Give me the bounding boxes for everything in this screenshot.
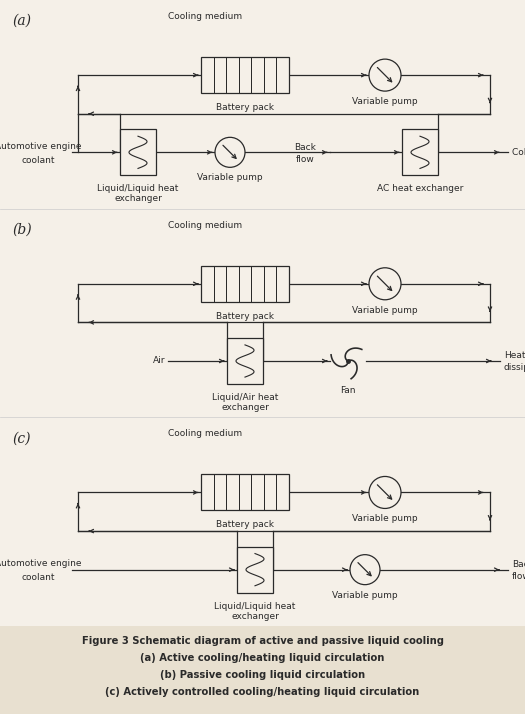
Circle shape (215, 137, 245, 167)
Text: Back: Back (294, 143, 316, 152)
Text: Battery pack: Battery pack (216, 312, 274, 321)
Text: dissipation: dissipation (504, 363, 525, 373)
Text: Automotive engine: Automotive engine (0, 559, 81, 568)
Bar (201, 57, 289, 93)
Text: coolant: coolant (21, 573, 55, 582)
Text: Automotive engine: Automotive engine (0, 142, 81, 151)
Text: Liquid/Liquid heat: Liquid/Liquid heat (214, 602, 296, 610)
Text: Variable pump: Variable pump (352, 306, 418, 315)
Text: Variable pump: Variable pump (352, 515, 418, 523)
Text: (c) Actively controlled cooling/heating liquid circulation: (c) Actively controlled cooling/heating … (106, 687, 419, 697)
Text: Cooling medium: Cooling medium (168, 429, 242, 438)
Text: Variable pump: Variable pump (352, 97, 418, 106)
Text: Fan: Fan (340, 386, 356, 395)
Text: coolant: coolant (21, 156, 55, 165)
Text: exchanger: exchanger (114, 194, 162, 203)
Text: Variable pump: Variable pump (332, 590, 398, 600)
Text: flow: flow (296, 155, 314, 164)
Text: Battery pack: Battery pack (216, 103, 274, 112)
Text: Heat: Heat (504, 351, 525, 361)
Circle shape (369, 59, 401, 91)
Circle shape (350, 555, 380, 585)
Bar (120, 129, 156, 176)
Circle shape (369, 268, 401, 300)
Text: Back: Back (512, 560, 525, 569)
Bar (402, 129, 438, 176)
Text: (b): (b) (12, 223, 32, 236)
Text: Battery pack: Battery pack (216, 521, 274, 530)
Text: (c): (c) (13, 431, 32, 446)
Text: Air: Air (152, 356, 165, 366)
Text: AC heat exchanger: AC heat exchanger (377, 184, 463, 193)
Bar (201, 475, 289, 511)
Bar (237, 547, 273, 593)
Bar (201, 266, 289, 302)
Text: (b) Passive cooling liquid circulation: (b) Passive cooling liquid circulation (160, 670, 365, 680)
Text: Cold air: Cold air (512, 148, 525, 157)
Text: Cooling medium: Cooling medium (168, 221, 242, 230)
Text: Figure 3 Schematic diagram of active and passive liquid cooling: Figure 3 Schematic diagram of active and… (81, 636, 444, 646)
Text: flow: flow (512, 572, 525, 581)
Bar (227, 338, 263, 384)
Text: Cooling medium: Cooling medium (168, 12, 242, 21)
Text: exchanger: exchanger (231, 612, 279, 620)
Circle shape (369, 476, 401, 508)
Text: Variable pump: Variable pump (197, 174, 263, 182)
Text: (a): (a) (13, 14, 32, 28)
Text: Liquid/Air heat: Liquid/Air heat (212, 393, 278, 402)
Text: Liquid/Liquid heat: Liquid/Liquid heat (97, 184, 178, 193)
Text: (a) Active cooling/heating liquid circulation: (a) Active cooling/heating liquid circul… (140, 653, 385, 663)
Text: exchanger: exchanger (221, 403, 269, 412)
Bar (0, 626, 525, 714)
